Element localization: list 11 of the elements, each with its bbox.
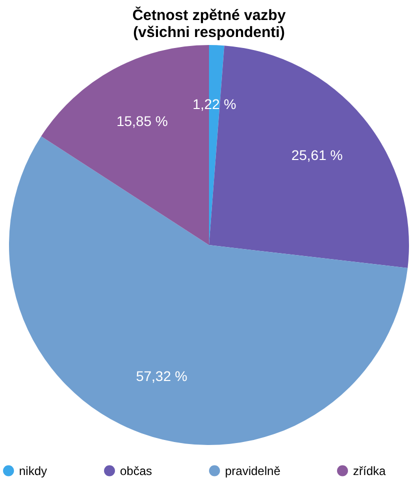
legend-label: zřídka	[353, 464, 386, 478]
legend-label: pravidelně	[225, 464, 281, 478]
data-label: 25,61 %	[291, 146, 343, 163]
data-label: 15,85 %	[116, 113, 168, 129]
legend-label: občas	[120, 464, 152, 478]
pie-slice	[9, 136, 408, 445]
data-label: 1,22 %	[192, 96, 236, 112]
text: Četnost zpětné vazby	[132, 7, 286, 24]
text: (všichni respondenti)	[133, 24, 285, 41]
legend-label: nikdy	[19, 464, 48, 478]
data-label: 57,32 %	[136, 368, 188, 384]
